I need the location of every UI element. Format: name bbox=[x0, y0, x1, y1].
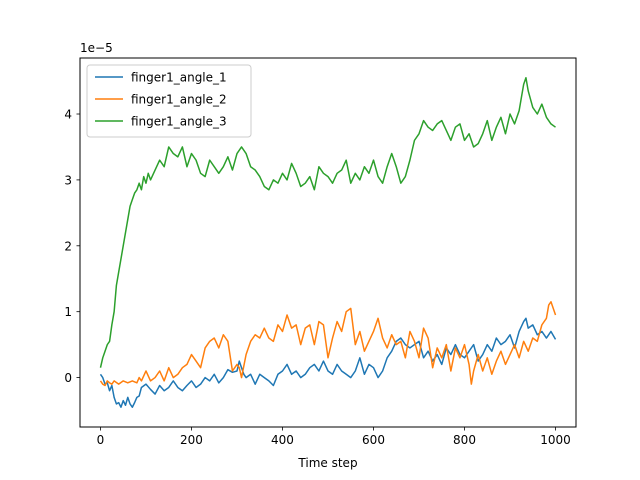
y-tick-label: 4 bbox=[64, 108, 72, 122]
y-tick-label: 3 bbox=[64, 173, 72, 187]
x-axis: 0 200 400 600 800 1000 bbox=[97, 427, 571, 447]
legend-label: finger1_angle_1 bbox=[131, 71, 227, 85]
x-tick-label: 1000 bbox=[540, 433, 571, 447]
y-tick-label: 0 bbox=[64, 371, 72, 385]
y-tick-label: 2 bbox=[64, 239, 72, 253]
series-line-finger1_angle_3 bbox=[99, 77, 556, 368]
series-line-finger1_angle_2 bbox=[99, 301, 557, 387]
x-tick-label: 0 bbox=[97, 433, 105, 447]
x-axis-title: Time step bbox=[297, 456, 357, 470]
x-tick-label: 600 bbox=[362, 433, 385, 447]
legend-label: finger1_angle_2 bbox=[131, 93, 227, 107]
y-axis: 0 1 2 3 4 bbox=[64, 108, 80, 385]
series-line-finger1_angle_1 bbox=[99, 317, 557, 408]
y-scale-note: 1e−5 bbox=[80, 41, 113, 55]
y-tick-label: 1 bbox=[64, 305, 72, 319]
series-layer bbox=[99, 77, 557, 408]
legend-label: finger1_angle_3 bbox=[131, 115, 227, 129]
x-tick-label: 800 bbox=[453, 433, 476, 447]
x-tick-label: 400 bbox=[271, 433, 294, 447]
plot-frame bbox=[79, 57, 577, 428]
legend-box bbox=[86, 64, 252, 138]
legend: finger1_angle_1 finger1_angle_2 finger1_an… bbox=[86, 64, 252, 138]
x-tick-label: 200 bbox=[180, 433, 203, 447]
